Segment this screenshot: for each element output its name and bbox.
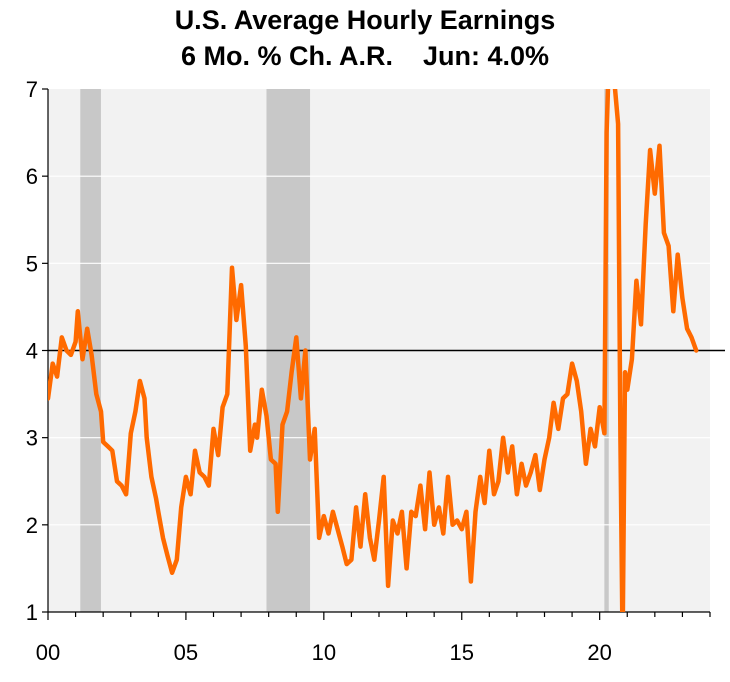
x-tick-label-05: 05 (174, 640, 198, 665)
series-group (48, 89, 699, 612)
y-tick-label-7: 7 (26, 77, 38, 102)
y-tick-label-6: 6 (26, 164, 38, 189)
y-tick-label-2: 2 (26, 513, 38, 538)
series-line-0 (48, 89, 699, 612)
chart-subtitle: 6 Mo. % Ch. A.R. Jun: 4.0% (180, 41, 550, 71)
y-tick-label-1: 1 (26, 600, 38, 625)
chart-title: U.S. Average Hourly Earnings (174, 5, 556, 35)
x-tick-label-20: 20 (587, 640, 611, 665)
y-tick-label-4: 4 (26, 339, 38, 364)
x-tick-label-15: 15 (450, 640, 474, 665)
y-tick-labels: 1 2 3 4 5 6 7 (26, 77, 38, 625)
y-tick-label-5: 5 (26, 251, 38, 276)
x-tick-label-00: 00 (36, 640, 60, 665)
x-tick-labels: 00 05 10 15 20 (36, 640, 612, 665)
x-tick-label-10: 10 (312, 640, 336, 665)
y-tick-label-3: 3 (26, 426, 38, 451)
chart-title-block: U.S. Average Hourly Earnings 6 Mo. % Ch.… (0, 2, 730, 74)
